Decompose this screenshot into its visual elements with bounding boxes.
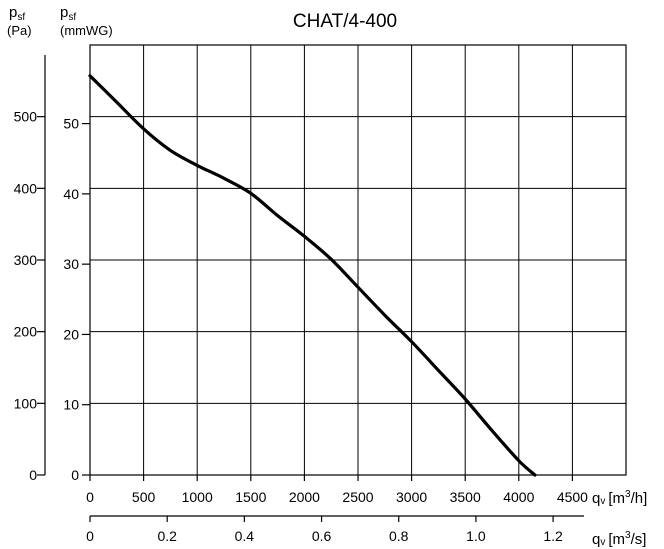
x-bottom-tick-label: 1.2 — [543, 528, 563, 544]
y-left-symbol: p — [9, 4, 17, 21]
y-right-tick-label: 10 — [63, 397, 79, 413]
x-bottom-tick-label: 1.0 — [466, 528, 486, 544]
y-left-subscript: sf — [17, 12, 25, 23]
y-left-axis-label: psf — [9, 4, 25, 23]
x-axis-m3h: 0 500 1000 1500 2000 2500 3000 3500 4000 4500 — [86, 475, 588, 505]
x-top-tick-label: 500 — [132, 489, 156, 505]
x-bottom-subscript: v — [600, 537, 605, 548]
y-left-tick-label: 500 — [14, 109, 38, 125]
x-top-tick-label: 1500 — [235, 489, 266, 505]
curve-layer — [88, 74, 537, 477]
y-right-symbol: p — [60, 4, 68, 21]
x-bottom-axis-label: qv [m3/s] — [592, 530, 646, 548]
y-right-tick-label: 40 — [63, 186, 79, 202]
y-left-tick-label: 300 — [14, 252, 38, 268]
x-top-tick-label: 2000 — [289, 489, 320, 505]
x-bottom-tick-label: 0.2 — [157, 528, 177, 544]
y-right-axis: 0 10 20 30 40 50 — [63, 116, 90, 483]
chart-title: CHAT/4-400 — [293, 11, 397, 32]
x-bottom-unit-sup: 3 — [625, 530, 631, 541]
x-bottom-tick-label: 0 — [86, 528, 94, 544]
x-top-symbol: q — [592, 490, 600, 507]
y-right-tick-label: 20 — [63, 326, 79, 342]
x-top-unit-pre: [m — [608, 490, 625, 507]
x-top-tick-label: 2500 — [342, 489, 373, 505]
y-left-axis: 0 100 200 300 400 500 — [14, 55, 46, 483]
grid-lines — [90, 45, 626, 475]
y-left-tick-label: 0 — [29, 467, 37, 483]
x-top-tick-label: 3500 — [450, 489, 481, 505]
y-right-axis-label: psf — [60, 4, 76, 23]
y-right-tick-label: 50 — [63, 116, 79, 132]
x-top-tick-label: 0 — [86, 489, 94, 505]
x-top-tick-label: 1000 — [182, 489, 213, 505]
x-top-axis-label: qv [m3/h] — [592, 489, 647, 507]
y-right-unit: (mmWG) — [60, 23, 113, 38]
x-bottom-tick-label: 0.4 — [235, 528, 255, 544]
x-bottom-unit-post: /s] — [631, 531, 647, 548]
y-right-tick-label: 30 — [63, 256, 79, 272]
x-top-unit-sup: 3 — [625, 489, 631, 500]
x-bottom-symbol: q — [592, 531, 600, 548]
y-left-unit: (Pa) — [7, 23, 32, 38]
x-top-subscript: v — [600, 496, 605, 507]
x-bottom-unit-pre: [m — [608, 531, 625, 548]
x-bottom-tick-label: 0.6 — [312, 528, 332, 544]
x-bottom-tick-label: 0.8 — [389, 528, 409, 544]
x-top-tick-label: 4000 — [503, 489, 534, 505]
x-top-tick-label: 4500 — [557, 489, 588, 505]
x-axis-m3s: 0 0.2 0.4 0.6 0.8 1.0 1.2 — [86, 515, 584, 544]
y-right-tick-label: 0 — [71, 467, 79, 483]
x-top-tick-label: 3000 — [396, 489, 427, 505]
x-top-unit-post: /h] — [631, 490, 648, 507]
y-left-tick-label: 400 — [14, 180, 38, 196]
y-left-tick-label: 100 — [14, 395, 38, 411]
y-right-subscript: sf — [68, 12, 76, 23]
y-left-tick-label: 200 — [14, 324, 38, 340]
pressure-flow-curve — [88, 74, 537, 477]
